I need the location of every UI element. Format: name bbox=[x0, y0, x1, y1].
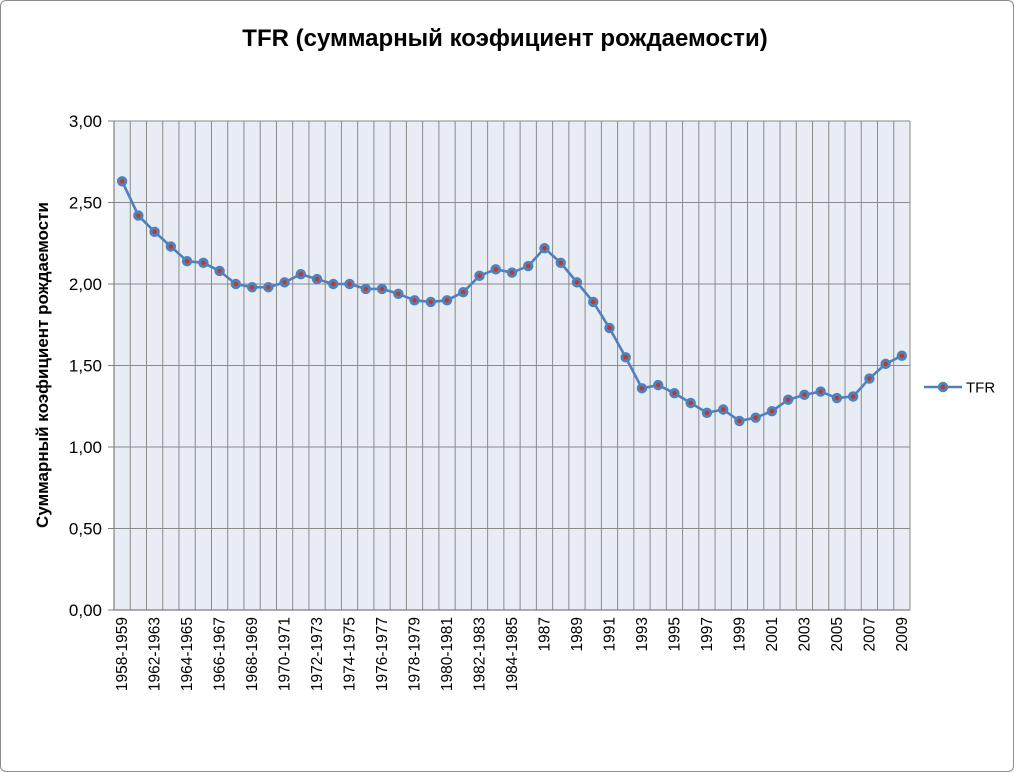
data-point bbox=[360, 283, 371, 295]
y-tick-label: 2,00 bbox=[69, 275, 102, 294]
data-point bbox=[799, 389, 810, 401]
data-point bbox=[653, 379, 664, 391]
data-point bbox=[815, 386, 826, 397]
data-point bbox=[133, 210, 144, 221]
data-point bbox=[831, 392, 843, 404]
plot-area bbox=[113, 120, 911, 611]
y-tick-label: 0,00 bbox=[69, 601, 102, 620]
data-point bbox=[864, 373, 875, 384]
x-tick-label: 1982-1983 bbox=[472, 617, 489, 691]
data-point bbox=[604, 322, 615, 334]
data-point bbox=[376, 283, 388, 295]
data-point bbox=[393, 288, 404, 299]
data-point bbox=[766, 405, 778, 417]
data-point bbox=[506, 267, 518, 278]
series-layer bbox=[116, 176, 908, 427]
x-tick-label: 1991 bbox=[601, 617, 618, 651]
x-tick-label: 2005 bbox=[829, 617, 846, 651]
x-tick-label: 1997 bbox=[699, 617, 716, 651]
x-tick-label: 1980-1981 bbox=[439, 617, 456, 691]
data-point bbox=[490, 264, 501, 275]
data-point bbox=[458, 286, 469, 298]
data-point bbox=[181, 255, 193, 267]
data-point bbox=[750, 412, 761, 423]
x-tick-label: 2001 bbox=[764, 617, 781, 651]
data-point bbox=[214, 265, 225, 277]
data-point bbox=[847, 391, 859, 402]
data-point bbox=[198, 257, 209, 269]
data-point bbox=[620, 352, 631, 363]
data-point bbox=[523, 260, 534, 272]
data-point bbox=[701, 407, 713, 418]
legend: TFR bbox=[924, 380, 995, 397]
data-point bbox=[588, 296, 599, 308]
data-point bbox=[782, 394, 794, 405]
data-point bbox=[165, 241, 177, 252]
data-point bbox=[685, 397, 696, 409]
x-tick-label: 1958-1959 bbox=[114, 617, 131, 691]
data-point bbox=[311, 273, 323, 285]
y-tick-label: 1,50 bbox=[69, 357, 102, 376]
x-tick-label: 1962-1963 bbox=[147, 617, 164, 691]
data-point bbox=[717, 404, 729, 415]
x-tick-label: 2009 bbox=[894, 617, 911, 651]
x-tick-label: 1974-1975 bbox=[342, 617, 359, 691]
data-point bbox=[425, 296, 436, 308]
data-point bbox=[116, 176, 128, 187]
x-tick-label: 1987 bbox=[536, 617, 553, 651]
legend-marker-center bbox=[940, 384, 946, 390]
x-tick-label: 1968-1969 bbox=[244, 617, 261, 691]
y-tick-label: 3,00 bbox=[69, 112, 102, 131]
x-tick-label: 1964-1965 bbox=[179, 617, 196, 691]
data-point bbox=[344, 278, 355, 290]
data-point bbox=[328, 278, 339, 290]
x-tick-label: 2007 bbox=[861, 617, 878, 651]
legend-entry: TFR bbox=[966, 380, 995, 397]
x-tick-label: 1999 bbox=[731, 617, 748, 651]
data-point bbox=[230, 278, 242, 290]
data-point bbox=[441, 295, 453, 306]
data-point bbox=[279, 277, 290, 288]
data-point bbox=[246, 282, 258, 293]
x-tick-label: 1993 bbox=[634, 617, 651, 651]
x-tick-label: 1976-1977 bbox=[374, 617, 391, 691]
x-tick-label: 1995 bbox=[666, 617, 683, 651]
data-point bbox=[555, 257, 566, 269]
x-tick-label: 1972-1973 bbox=[309, 617, 326, 691]
data-point bbox=[880, 358, 891, 370]
y-axis-ticks: 0,00 0,50 1,00 1,50 2,00 2,50 3,00 bbox=[69, 112, 114, 620]
y-tick-label: 2,50 bbox=[69, 194, 102, 213]
x-tick-label: 1984-1985 bbox=[504, 617, 521, 691]
y-tick-label: 0,50 bbox=[69, 520, 102, 539]
data-point bbox=[474, 270, 485, 282]
data-point bbox=[896, 350, 908, 361]
x-tick-label: 1966-1967 bbox=[212, 617, 229, 691]
x-tick-label: 1970-1971 bbox=[277, 617, 294, 691]
x-axis-ticks: 1958-1959 1962-1963 1964-1965 1966-1967 1968… bbox=[114, 617, 911, 691]
data-point bbox=[263, 282, 274, 293]
data-point bbox=[149, 226, 160, 238]
data-point bbox=[669, 388, 680, 399]
x-tick-label: 1978-1979 bbox=[407, 617, 424, 691]
data-point bbox=[571, 277, 583, 288]
y-axis-label: Суммарный коэфициент рождаемости bbox=[33, 202, 52, 528]
data-point bbox=[636, 383, 648, 394]
x-tick-label: 1989 bbox=[569, 617, 586, 651]
x-tick-label: 2003 bbox=[796, 617, 813, 651]
data-point bbox=[409, 295, 420, 306]
data-point bbox=[295, 269, 307, 280]
data-point bbox=[539, 242, 550, 254]
y-tick-label: 1,00 bbox=[69, 438, 102, 457]
data-point bbox=[734, 415, 745, 427]
chart-title: TFR (суммарный коэфициент рождаемости) bbox=[242, 25, 767, 52]
